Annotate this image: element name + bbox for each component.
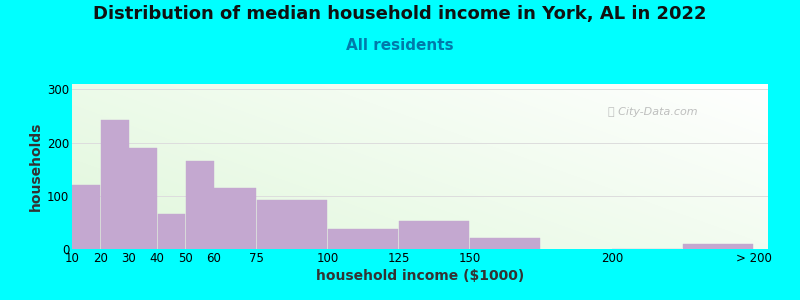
Bar	[683, 244, 753, 249]
Text: All residents: All residents	[346, 38, 454, 52]
Bar	[101, 120, 129, 249]
Bar	[72, 185, 100, 249]
Bar	[258, 200, 327, 249]
Bar	[129, 148, 157, 249]
Bar	[214, 188, 256, 249]
Bar	[186, 161, 214, 249]
Y-axis label: households: households	[29, 122, 43, 211]
Bar	[158, 214, 186, 249]
Text: ⓘ City-Data.com: ⓘ City-Data.com	[608, 107, 698, 117]
Bar	[470, 238, 540, 249]
X-axis label: household income ($1000): household income ($1000)	[316, 269, 524, 283]
Bar	[399, 221, 469, 249]
Text: Distribution of median household income in York, AL in 2022: Distribution of median household income …	[94, 4, 706, 22]
Bar	[328, 229, 398, 249]
